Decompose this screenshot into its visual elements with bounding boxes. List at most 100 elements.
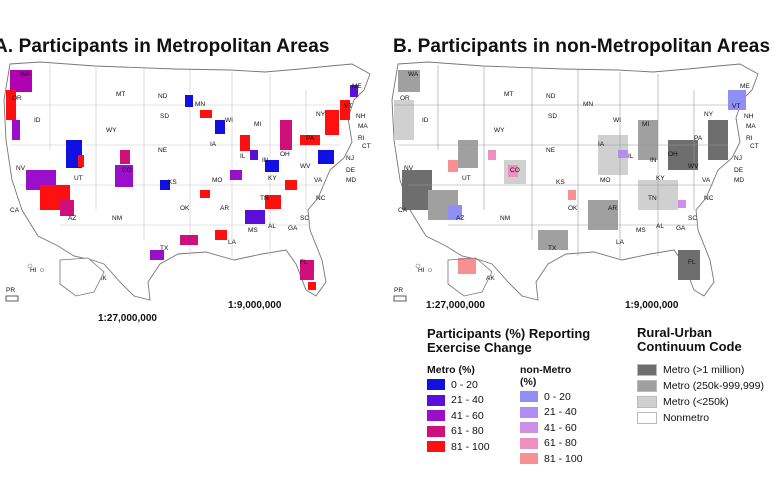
ak-hi-pr-insets [5, 257, 105, 302]
svg-text:KY: KY [656, 175, 665, 182]
legend-item: 21 - 40 [520, 405, 590, 419]
svg-text:CT: CT [362, 143, 371, 150]
svg-text:NE: NE [158, 147, 168, 154]
legend-label: Metro (250k-999,999) [663, 379, 764, 392]
state-borders [394, 65, 738, 260]
svg-text:WY: WY [106, 127, 117, 134]
legend-swatch [520, 406, 538, 418]
svg-text:ID: ID [34, 117, 41, 124]
svg-text:WV: WV [688, 163, 699, 170]
svg-text:KS: KS [556, 179, 565, 186]
legend-swatch [520, 422, 538, 433]
legend-swatch [637, 395, 657, 408]
legend-label: 21 - 40 [451, 394, 484, 406]
svg-text:NJ: NJ [346, 155, 354, 162]
svg-text:RI: RI [358, 135, 365, 142]
svg-text:GA: GA [288, 225, 298, 232]
svg-text:MS: MS [636, 227, 646, 234]
svg-text:WI: WI [613, 117, 621, 124]
legend-swatch [637, 363, 657, 376]
legend-item: Metro (>1 million) [637, 362, 764, 377]
svg-text:SD: SD [548, 113, 557, 120]
svg-text:NC: NC [316, 195, 326, 202]
svg-text:PR: PR [394, 287, 403, 294]
svg-text:NE: NE [546, 147, 556, 154]
svg-text:OK: OK [568, 205, 578, 212]
svg-text:MS: MS [248, 227, 258, 234]
legend-nonmetro-column: non-Metro (%) 0 - 20 21 - 40 41 - 60 61 … [520, 360, 590, 466]
svg-text:SC: SC [300, 215, 309, 222]
svg-text:KS: KS [168, 179, 177, 186]
svg-text:SD: SD [160, 113, 169, 120]
svg-text:PA: PA [694, 135, 703, 142]
svg-text:WA: WA [20, 71, 31, 78]
us-outline [391, 61, 759, 301]
svg-text:CO: CO [122, 167, 132, 174]
svg-text:GA: GA [676, 225, 686, 232]
legend-label: 21 - 40 [544, 406, 577, 418]
svg-text:VT: VT [344, 103, 352, 110]
svg-text:IN: IN [262, 157, 269, 164]
svg-text:NY: NY [704, 111, 714, 118]
svg-text:ME: ME [352, 83, 362, 90]
legend-item: 61 - 80 [520, 436, 590, 450]
state-borders [6, 65, 350, 260]
us-outline [3, 61, 371, 301]
svg-text:RI: RI [746, 135, 753, 142]
svg-text:NJ: NJ [734, 155, 742, 162]
legend-item: 41 - 60 [520, 421, 590, 435]
svg-text:VA: VA [702, 177, 711, 184]
scale-inset-a: 1:27,000,000 [98, 313, 157, 324]
legend-item: 0 - 20 [427, 378, 490, 392]
svg-text:ID: ID [422, 117, 429, 124]
svg-text:NY: NY [316, 111, 326, 118]
svg-text:MO: MO [600, 177, 610, 184]
svg-text:AK: AK [486, 275, 495, 282]
svg-text:SC: SC [688, 215, 697, 222]
svg-text:MD: MD [734, 177, 744, 184]
scale-main-a: 1:9,000,000 [228, 300, 282, 311]
svg-text:NC: NC [704, 195, 714, 202]
svg-text:LA: LA [616, 239, 625, 246]
legend-item: 81 - 100 [520, 452, 590, 466]
legend-swatch [520, 391, 538, 402]
svg-text:VA: VA [314, 177, 323, 184]
legend-item: Metro (<250k) [637, 394, 764, 409]
legend-item: 21 - 40 [427, 393, 490, 407]
svg-text:OR: OR [400, 95, 410, 102]
legend-label: 41 - 60 [451, 409, 484, 422]
svg-text:IA: IA [210, 141, 217, 148]
svg-text:NV: NV [404, 165, 414, 172]
svg-text:CA: CA [398, 207, 408, 214]
legend-item: 41 - 60 [427, 409, 490, 423]
legend-rucc-title-2: Continuum Code [637, 339, 742, 354]
svg-text:TX: TX [548, 245, 557, 252]
svg-text:CT: CT [750, 143, 759, 150]
map-nonmetro: WA OR MT ND MN ID SD WI WY NV UT CO NE IA IL IN OH P… [391, 61, 759, 302]
svg-text:MN: MN [583, 101, 593, 108]
svg-text:WI: WI [225, 117, 233, 124]
svg-text:IN: IN [650, 157, 657, 164]
legend-swatch [427, 410, 445, 421]
svg-text:LA: LA [228, 239, 237, 246]
svg-text:CO: CO [510, 167, 520, 174]
legend-metro-header: Metro (%) [427, 364, 475, 376]
svg-text:AZ: AZ [68, 215, 76, 222]
svg-text:MO: MO [212, 177, 222, 184]
svg-text:OH: OH [280, 151, 290, 158]
legend-swatch [427, 379, 445, 390]
legend-item: Nonmetro [637, 410, 764, 425]
svg-text:VT: VT [732, 103, 740, 110]
svg-text:PR: PR [6, 287, 15, 294]
svg-text:NH: NH [744, 113, 754, 120]
svg-text:TX: TX [160, 245, 169, 252]
svg-text:DE: DE [346, 167, 356, 174]
svg-text:ND: ND [158, 93, 168, 100]
legend-label: 81 - 100 [451, 440, 490, 453]
legend-exercise-change: Participants (%) Reporting Exercise Chan… [427, 327, 590, 465]
ak-hi-pr-insets [393, 257, 493, 302]
svg-text:KY: KY [268, 175, 277, 182]
svg-text:NV: NV [16, 165, 26, 172]
legend-label: 0 - 20 [544, 390, 571, 403]
